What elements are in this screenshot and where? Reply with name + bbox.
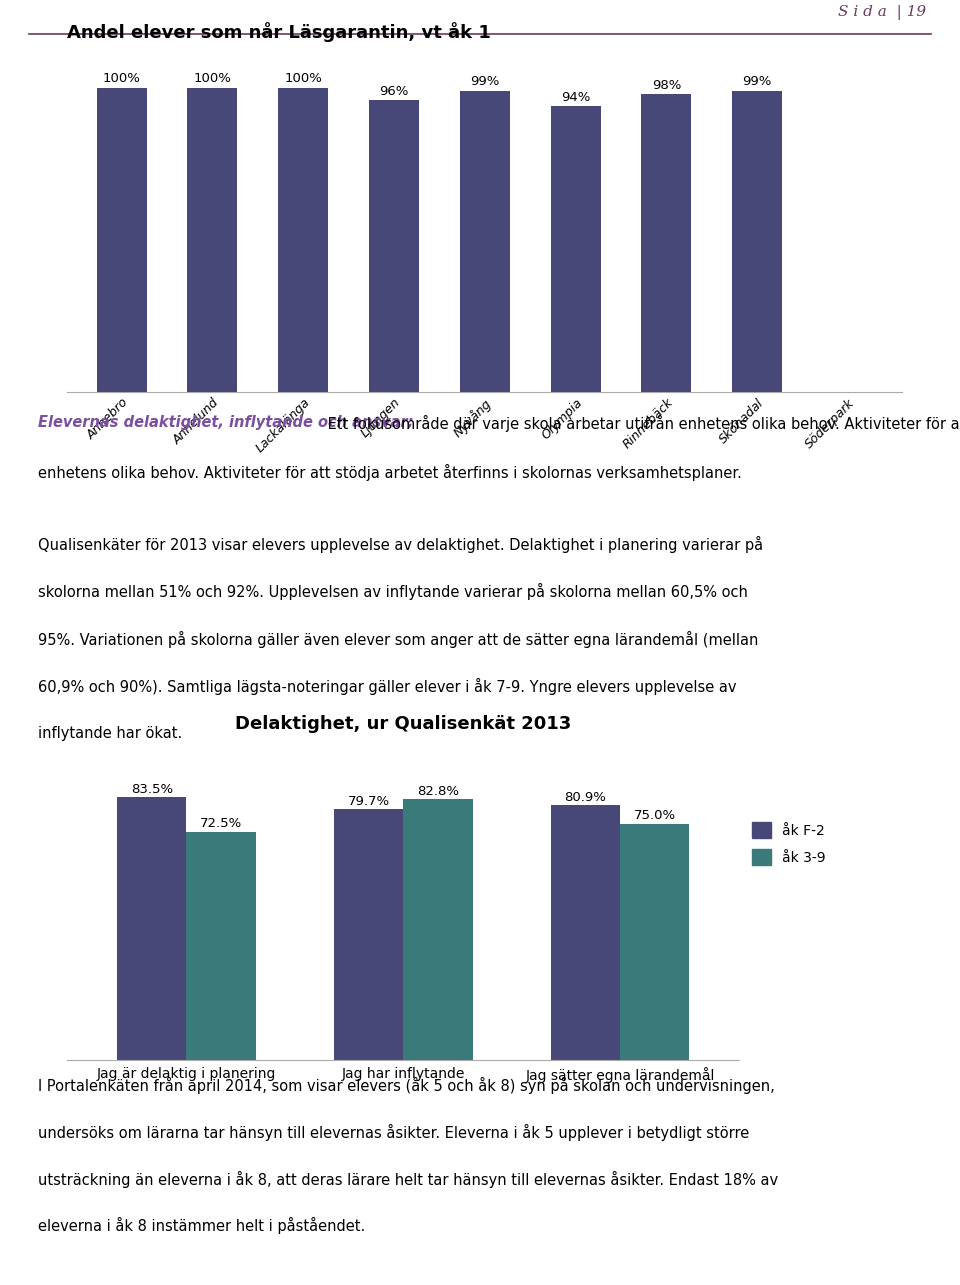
Text: 72.5%: 72.5% [200,817,242,830]
Text: undersöks om lärarna tar hänsyn till elevernas åsikter. Eleverna i åk 5 upplever: undersöks om lärarna tar hänsyn till ele… [38,1124,750,1141]
Text: Ett fokusområde där varje skola arbetar utifrån enhetens olika behov. Aktivitete: Ett fokusområde där varje skola arbetar … [323,415,960,432]
Bar [732,91,782,392]
Bar [369,100,419,392]
Text: 82.8%: 82.8% [417,785,459,798]
Text: 80.9%: 80.9% [564,790,606,804]
Text: 98%: 98% [652,78,681,91]
Bar [186,831,255,1060]
Text: 75.0%: 75.0% [634,810,676,822]
Text: Andel elever som når Läsgarantin, vt åk 1: Andel elever som når Läsgarantin, vt åk … [67,22,492,41]
Text: 99%: 99% [742,76,772,89]
Bar [334,810,403,1060]
Bar [641,94,691,392]
Title: Delaktighet, ur Qualisenkät 2013: Delaktighet, ur Qualisenkät 2013 [235,714,571,732]
Text: 79.7%: 79.7% [348,794,390,808]
Text: utsträckning än eleverna i åk 8, att deras lärare helt tar hänsyn till elevernas: utsträckning än eleverna i åk 8, att der… [38,1171,779,1187]
Text: 100%: 100% [103,72,140,85]
Text: skolorna mellan 51% och 92%. Upplevelsen av inflytande varierar på skolorna mell: skolorna mellan 51% och 92%. Upplevelsen… [38,583,748,600]
Text: inflytande har ökat.: inflytande har ökat. [38,726,182,741]
Bar [187,87,237,392]
Text: 96%: 96% [379,85,409,98]
Text: Qualisenkäter för 2013 visar elevers upplevelse av delaktighet. Delaktighet i pl: Qualisenkäter för 2013 visar elevers upp… [38,536,763,553]
Bar [620,824,689,1060]
Text: I Portalenkäten från april 2014, som visar elevers (åk 5 och åk 8) syn på skolan: I Portalenkäten från april 2014, som vis… [38,1077,775,1094]
Text: 60,9% och 90%). Samtliga lägsta-noteringar gäller elever i åk 7-9. Yngre elevers: 60,9% och 90%). Samtliga lägsta-notering… [38,678,737,695]
Text: S i d a  | 19: S i d a | 19 [838,5,926,21]
Bar [403,799,472,1060]
Bar [278,87,328,392]
Bar [97,87,147,392]
Text: 100%: 100% [194,72,231,85]
Text: 94%: 94% [561,91,590,104]
Text: eleverna i åk 8 instämmer helt i påståendet.: eleverna i åk 8 instämmer helt i påståen… [38,1217,366,1235]
Text: 100%: 100% [284,72,323,85]
Bar [460,91,510,392]
Text: 83.5%: 83.5% [131,783,173,795]
Legend: åk F-2, åk 3-9: åk F-2, åk 3-9 [746,816,831,871]
Text: 95%. Variationen på skolorna gäller även elever som anger att de sätter egna lär: 95%. Variationen på skolorna gäller även… [38,631,758,648]
Text: Elevernas delaktighet, inflytande och ansvar;: Elevernas delaktighet, inflytande och an… [38,415,414,429]
Bar [117,797,186,1060]
Bar [551,107,601,392]
Text: enhetens olika behov. Aktiviteter för att stödja arbetet återfinns i skolornas v: enhetens olika behov. Aktiviteter för at… [38,464,742,481]
Bar [551,806,620,1060]
Text: 99%: 99% [470,76,499,89]
